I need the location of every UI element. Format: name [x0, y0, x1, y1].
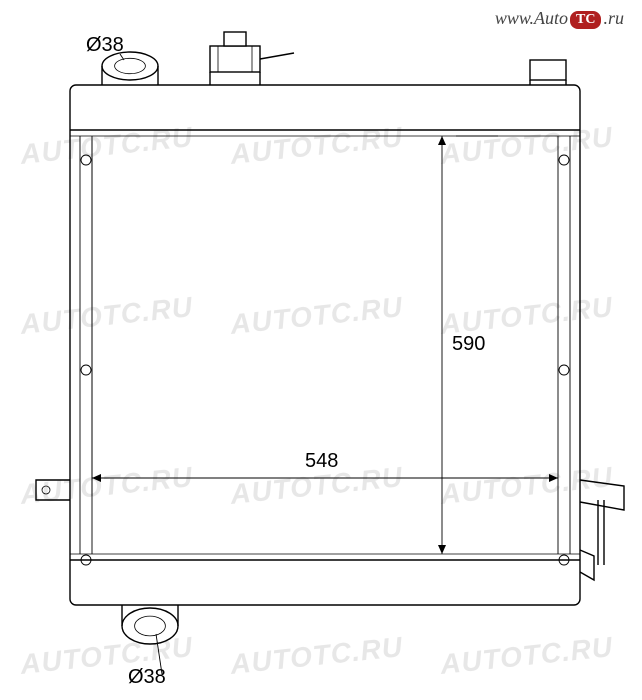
dimension-height-label: 590	[452, 333, 485, 356]
outlet-diameter-label: Ø38	[128, 666, 166, 689]
inlet-diameter-label: Ø38	[86, 34, 124, 57]
radiator-drawing	[0, 0, 642, 700]
dimension-width-label: 548	[305, 450, 338, 473]
